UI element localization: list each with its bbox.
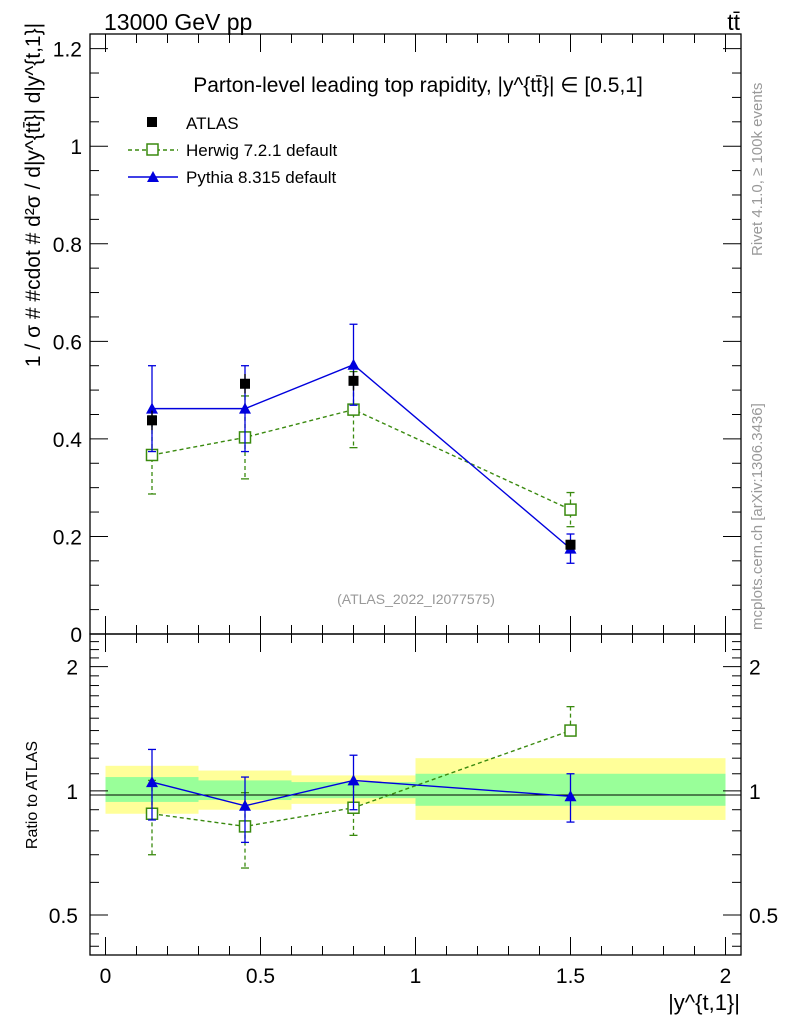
main-y-tick-label: 0 (70, 624, 82, 647)
ratio-y-axis-label: Ratio to ATLAS (24, 741, 41, 849)
ratio-axis-ticks: 0.5 0.5 1 1 2 2 0 0.5 1 1.5 2 (49, 634, 778, 988)
legend-herwig-marker (146, 143, 159, 156)
ratio-plot-panel: 0.5 0.5 1 1 2 2 0 0.5 1 1.5 2 Ratio to ATLAS |y^{t… (24, 633, 778, 1015)
ratio-herwig-point (564, 724, 577, 737)
main-data-point (147, 415, 157, 426)
ratio-pythia-point (564, 790, 577, 802)
main-y-tick-label: 0.6 (53, 331, 82, 354)
main-plot-panel: 0 0.2 0.4 0.6 0.8 1 1.2 Parton-level leading t… (22, 23, 742, 647)
main-axis-ticks: 0 0.2 0.4 0.6 0.8 1 1.2 (53, 34, 741, 647)
x-tick-label: 1.5 (556, 965, 585, 988)
main-y-tick-label: 0.8 (53, 234, 82, 257)
legend-herwig-label: Herwig 7.2.1 default (186, 141, 337, 160)
energy-label: 13000 GeV pp (104, 9, 252, 35)
main-herwig-line (151, 408, 571, 511)
x-axis-label: |y^{t,1}| (668, 990, 740, 1015)
main-pythia-point (146, 402, 158, 414)
ratio-pythia-point (347, 774, 360, 786)
x-tick-label: 2 (720, 965, 732, 988)
legend-pythia-label: Pythia 8.315 default (186, 168, 337, 187)
rivet-label: Rivet 4.1.0, ≥ 100k events (749, 83, 766, 256)
ratio-y-tick-label-right: 0.5 (749, 905, 778, 928)
ratio-herwig-line (151, 729, 571, 828)
ratio-uncertainty-bands (105, 758, 726, 820)
main-pythia-point (239, 402, 251, 414)
ratio-y-tick-label-right: 2 (749, 657, 761, 680)
x-tick-label: 1 (410, 965, 422, 988)
ratio-y-tick-label: 0.5 (49, 905, 78, 928)
main-y-tick-label: 0.2 (53, 526, 82, 549)
x-tick-label: 0 (100, 965, 112, 988)
x-tick-label: 0.5 (246, 965, 275, 988)
main-data-point (348, 375, 359, 386)
main-data-point (565, 539, 576, 550)
main-y-tick-label: 0.4 (53, 429, 83, 452)
main-herwig-point (564, 503, 577, 516)
legend-atlas-label: ATLAS (186, 114, 239, 133)
main-pythia-line (152, 363, 571, 550)
legend: ATLAS Herwig 7.2.1 default Pythia 8.315 … (128, 114, 337, 187)
main-pythia-point (347, 358, 360, 370)
legend-pythia-marker (147, 171, 159, 182)
ratio-y-tick-label: 2 (66, 657, 78, 680)
ratio-pythia-point (239, 799, 251, 811)
main-y-tick-label: 1 (70, 136, 82, 159)
ratio-y-tick-label-right: 1 (749, 781, 761, 804)
main-data-point (240, 378, 250, 389)
main-series-layer (145, 323, 577, 564)
ratio-pythia-point (146, 776, 158, 788)
ratio-y-tick-label: 1 (66, 781, 78, 804)
main-y-axis-label: 1 / σ # #cdot # d²σ / d|y^{tt̄}| d|y^{t,… (22, 23, 45, 367)
main-plot-title: Parton-level leading top rapidity, |y^{t… (193, 74, 643, 97)
analysis-label: (ATLAS_2022_I2077575) (337, 591, 495, 607)
ratio-pythia-line (151, 779, 571, 807)
ratio-series-layer (145, 705, 577, 869)
legend-atlas-marker (147, 117, 157, 127)
main-y-tick-label: 1.2 (53, 39, 82, 62)
mcplots-label: mcplots.cern.ch [arXiv:1306.3436] (749, 403, 766, 630)
process-label: tt̄ (727, 9, 740, 35)
